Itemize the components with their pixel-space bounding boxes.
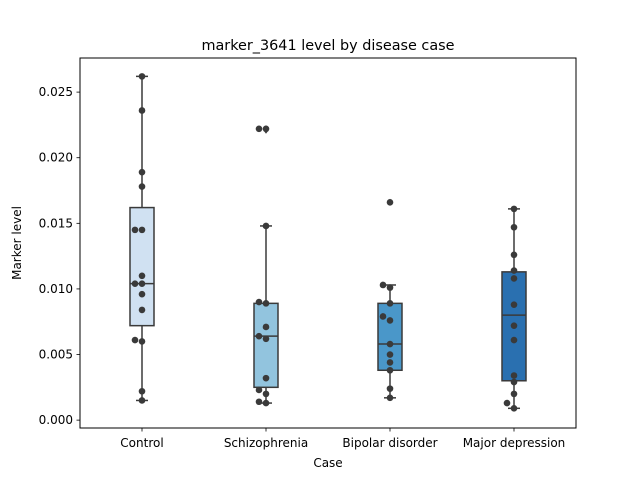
data-point-control bbox=[138, 168, 146, 176]
y-axis-label: Marker level bbox=[10, 206, 24, 280]
data-point-schizophrenia bbox=[262, 323, 270, 331]
x-tick-label: Schizophrenia bbox=[224, 436, 308, 450]
plot-frame bbox=[79, 57, 577, 429]
y-tick-label: 0.005 bbox=[39, 348, 73, 362]
data-point-schizophrenia bbox=[255, 386, 263, 394]
data-point-control bbox=[131, 336, 139, 344]
data-point-schizophrenia bbox=[255, 125, 263, 133]
box-schizophrenia bbox=[253, 302, 279, 389]
data-point-major-depression bbox=[510, 322, 518, 329]
data-point-schizophrenia bbox=[262, 300, 270, 307]
data-point-major-depression bbox=[510, 251, 518, 259]
data-point-schizophrenia bbox=[262, 390, 270, 398]
data-point-control bbox=[138, 397, 146, 404]
data-point-bipolar-disorder bbox=[386, 199, 394, 206]
data-point-bipolar-disorder bbox=[379, 313, 387, 320]
data-point-schizophrenia bbox=[262, 125, 270, 133]
x-tick-label: Control bbox=[120, 436, 163, 450]
data-point-control bbox=[138, 272, 146, 280]
data-point-schizophrenia bbox=[262, 399, 270, 407]
data-point-control bbox=[138, 387, 146, 395]
data-point-schizophrenia bbox=[255, 298, 263, 306]
data-point-bipolar-disorder bbox=[386, 317, 394, 324]
y-tick-label: 0.020 bbox=[39, 151, 73, 165]
data-point-bipolar-disorder bbox=[386, 340, 394, 348]
data-point-bipolar-disorder bbox=[386, 351, 394, 358]
box-control bbox=[129, 206, 155, 327]
data-point-major-depression bbox=[503, 399, 511, 407]
data-point-major-depression bbox=[510, 378, 518, 386]
data-point-bipolar-disorder bbox=[386, 385, 394, 392]
data-point-control bbox=[138, 280, 146, 287]
data-point-bipolar-disorder bbox=[379, 281, 387, 289]
x-tick-label: Bipolar disorder bbox=[342, 436, 437, 450]
data-point-control bbox=[138, 226, 146, 234]
data-point-bipolar-disorder bbox=[386, 300, 394, 307]
x-tick-label: Major depression bbox=[463, 436, 566, 450]
data-point-control bbox=[138, 73, 146, 80]
data-point-major-depression bbox=[510, 405, 518, 412]
data-point-schizophrenia bbox=[255, 332, 263, 340]
data-point-schizophrenia bbox=[255, 398, 263, 406]
data-point-control bbox=[131, 280, 139, 287]
data-point-control bbox=[138, 107, 146, 114]
data-point-major-depression bbox=[510, 301, 518, 308]
y-tick-label: 0.015 bbox=[39, 216, 73, 230]
data-point-control bbox=[138, 290, 146, 298]
data-point-major-depression bbox=[510, 336, 518, 344]
y-tick-label: 0.000 bbox=[39, 413, 73, 427]
data-point-major-depression bbox=[510, 223, 518, 231]
data-point-major-depression bbox=[510, 275, 518, 282]
data-point-major-depression bbox=[510, 390, 518, 398]
data-point-major-depression bbox=[510, 267, 518, 274]
chart-title: marker_3641 level by disease case bbox=[201, 38, 454, 54]
data-point-control bbox=[138, 306, 146, 314]
data-point-control bbox=[131, 226, 139, 234]
data-point-bipolar-disorder bbox=[386, 359, 394, 366]
y-tick-label: 0.025 bbox=[39, 85, 73, 99]
data-point-schizophrenia bbox=[262, 374, 270, 382]
data-point-bipolar-disorder bbox=[386, 366, 394, 374]
data-point-major-depression bbox=[510, 205, 518, 213]
data-point-schizophrenia bbox=[262, 335, 270, 343]
y-tick-label: 0.010 bbox=[39, 282, 73, 296]
data-point-control bbox=[138, 338, 146, 345]
data-point-bipolar-disorder bbox=[386, 284, 394, 291]
x-axis-label: Case bbox=[313, 456, 342, 470]
plot-layer: 0.000 0.005 0.010 0.015 0.020 0.025 Control Sch… bbox=[39, 73, 566, 450]
data-point-control bbox=[138, 183, 146, 190]
data-point-major-depression bbox=[510, 372, 518, 379]
data-point-bipolar-disorder bbox=[386, 394, 394, 402]
data-point-schizophrenia bbox=[262, 222, 270, 230]
